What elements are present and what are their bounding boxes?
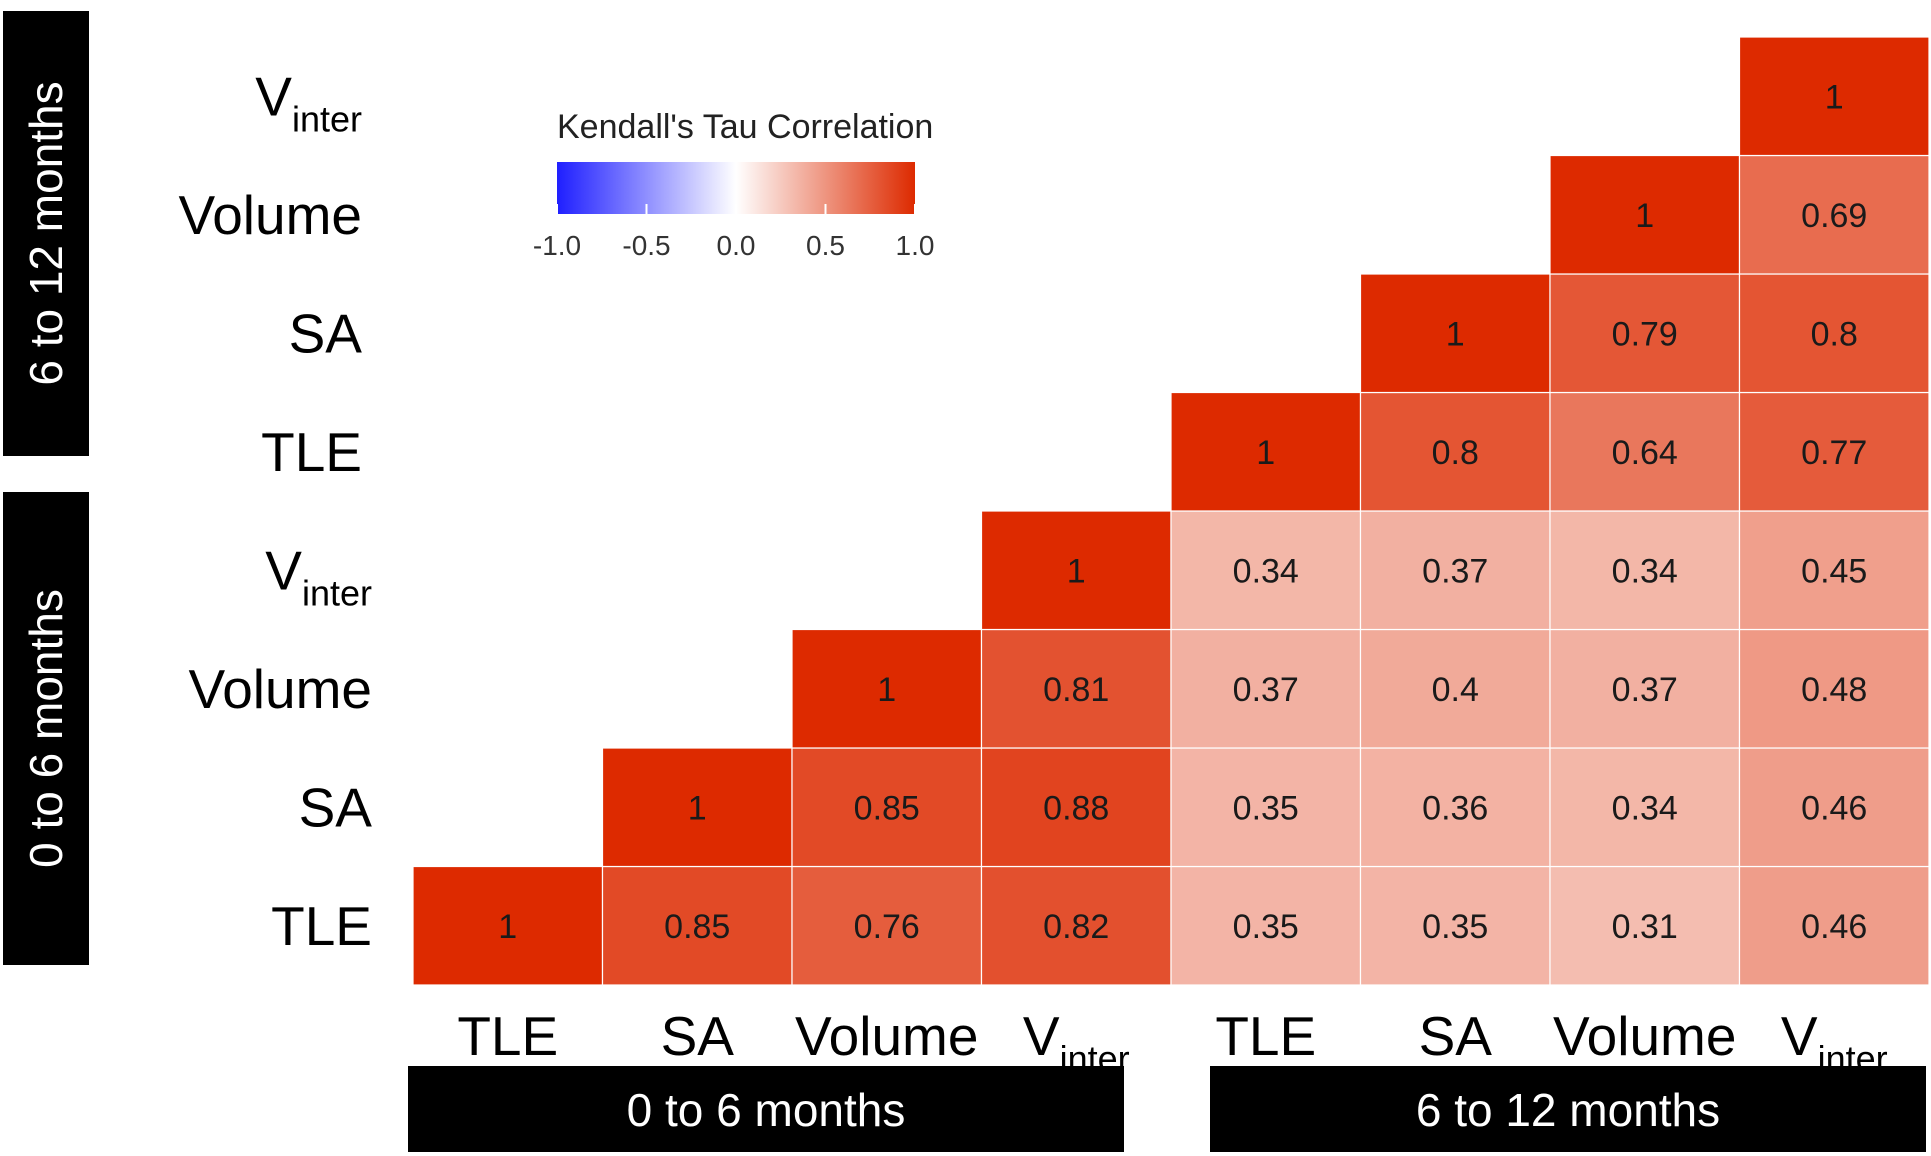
heatmap-cell [980,628,1172,749]
heatmap-cell [412,865,604,986]
cell-value-label: 0.37 [1422,552,1488,590]
heatmap-cell [1359,273,1551,394]
heatmap-cell [601,865,793,986]
heatmap-cell [1170,628,1362,749]
x-axis-tick-label: SA [1419,1005,1493,1067]
cell-value-label: 0.85 [854,789,920,827]
cell-value-label: 1 [1067,552,1086,590]
legend: Kendall's Tau Correlation -1.0 -0.5 0.0 0.5… [533,108,935,261]
cell-value-label: 0.69 [1801,197,1867,235]
heatmap-cell [1738,154,1930,275]
cell-value-label: 0.48 [1801,671,1867,709]
y-axis-tick-label: SA [289,302,363,364]
x-axis-tick-label: Volume [1553,1005,1736,1067]
cell-value-label: 0.82 [1043,908,1109,946]
cell-value-label: 1 [498,908,517,946]
heatmap-cell [1170,510,1362,631]
cell-value-label: 0.76 [854,908,920,946]
x-axis-tick-label: Volume [795,1005,978,1067]
cell-value-label: 0.35 [1233,908,1299,946]
y-axis-tick-label: SA [299,776,373,838]
heatmap-cell [1549,391,1741,512]
y-axis-tick-label: Volume [189,658,372,720]
cell-value-label: 1 [1635,197,1654,235]
y-axis-tick-label: TLE [271,895,372,957]
x-axis-tick-label: TLE [1215,1005,1316,1067]
heatmap-cell [1359,628,1551,749]
x-group-bar [408,1066,1124,1152]
heatmap-cell [1359,391,1551,512]
heatmap-cell [1738,510,1930,631]
x-axis-tick-label: SA [661,1005,735,1067]
y-group-bar [3,11,89,456]
heatmap-cell [1359,865,1551,986]
legend-tick-label: 0.0 [717,230,756,261]
cell-value-label: 0.64 [1612,434,1678,472]
legend-title: Kendall's Tau Correlation [557,108,933,146]
heatmap-cell [1738,391,1930,512]
heatmap-cell [601,747,793,868]
heatmap-cell [1738,36,1930,157]
cell-value-label: 0.46 [1801,789,1867,827]
cell-value-label: 0.85 [664,908,730,946]
heatmap-cell [1738,628,1930,749]
cell-value-label: 1 [688,789,707,827]
y-group-label: 6 to 12 months [20,81,72,385]
x-group-label: 6 to 12 months [1416,1084,1720,1136]
y-axis-tick-label: Volume [179,184,362,246]
legend-tick-label: -1.0 [533,230,581,261]
cell-value-label: 0.4 [1432,671,1479,709]
cell-value-label: 0.34 [1233,552,1299,590]
cell-value-label: 0.88 [1043,789,1109,827]
legend-tick-label: -0.5 [622,230,670,261]
cell-value-label: 1 [1256,434,1275,472]
cell-value-label: 0.79 [1612,315,1678,353]
legend-tick-label: 1.0 [896,230,935,261]
heatmap-cell [1549,154,1741,275]
cell-value-label: 0.35 [1422,908,1488,946]
cell-value-label: 0.37 [1612,671,1678,709]
x-group-bar [1210,1066,1926,1152]
heatmap-cell [1549,628,1741,749]
heatmap-cell [1359,747,1551,868]
legend-tick-label: 0.5 [806,230,845,261]
cell-value-label: 0.45 [1801,552,1867,590]
heatmap-cell [1738,747,1930,868]
cell-value-label: 0.46 [1801,908,1867,946]
heatmap-cell [1549,865,1741,986]
heatmap-cell [791,747,983,868]
cell-value-label: 0.8 [1811,315,1858,353]
cell-value-label: 0.35 [1233,789,1299,827]
y-group-bar [3,492,89,965]
cell-value-label: 0.31 [1612,908,1678,946]
y-axis-tick-label: Vinter [255,65,362,139]
heatmap-cell [1170,747,1362,868]
heatmap-cell [1170,391,1362,512]
cell-value-label: 0.81 [1043,671,1109,709]
heatmap-cell [791,628,983,749]
y-axis-tick-label: Vinter [265,539,372,613]
heatmap-cell [980,865,1172,986]
cell-value-label: 0.37 [1233,671,1299,709]
y-axis-tick-label: TLE [261,421,362,483]
cell-value-label: 0.34 [1612,552,1678,590]
cell-value-label: 1 [1446,315,1465,353]
cell-value-label: 0.8 [1432,434,1479,472]
heatmap-cell [1170,865,1362,986]
cell-value-label: 1 [1825,78,1844,116]
x-axis-tick-label: TLE [457,1005,558,1067]
heatmap-cell [1738,273,1930,394]
cell-value-label: 0.36 [1422,789,1488,827]
cell-value-label: 0.34 [1612,789,1678,827]
cell-value-label: 0.77 [1801,434,1867,472]
y-group-label: 0 to 6 months [20,589,72,868]
heatmap-cell [980,510,1172,631]
heatmap-cell [1738,865,1930,986]
x-group-label: 0 to 6 months [627,1084,906,1136]
heatmap-cell [1549,510,1741,631]
cell-value-label: 1 [877,671,896,709]
